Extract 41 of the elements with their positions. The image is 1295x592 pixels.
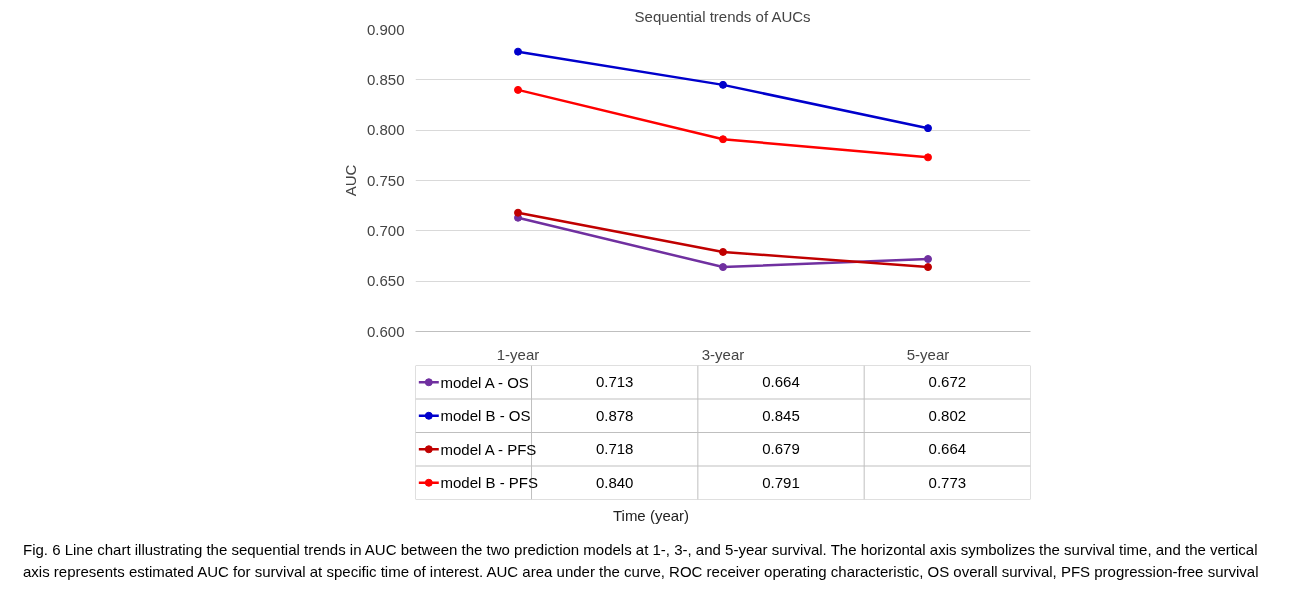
legend-label: model A - OS [440, 373, 529, 391]
data-label: 0.840 [595, 473, 634, 491]
point [719, 263, 727, 272]
point [924, 255, 932, 264]
legend-label: model A - PFS [440, 440, 537, 458]
point [924, 153, 932, 162]
data-label: 0.791 [762, 473, 800, 491]
point [719, 135, 727, 144]
x-tick-label: 5-year [906, 345, 950, 363]
data-label: 0.672 [928, 373, 967, 391]
data-label: 0.713 [595, 373, 634, 391]
data-label: 0.718 [595, 440, 634, 458]
y-tick-label: 0.750 [366, 171, 405, 189]
data-label: 0.773 [928, 473, 967, 491]
data-label: 0.664 [928, 440, 967, 458]
point [719, 80, 727, 89]
data-label: 0.845 [762, 406, 800, 424]
y-tick-label: 0.600 [366, 322, 405, 340]
x-tick-label: 3-year [701, 345, 745, 363]
x-tick-label: 1-year [496, 345, 540, 363]
point [514, 85, 522, 94]
y-tick-label: 0.850 [366, 70, 405, 88]
caption: Fig. 6 Line chart illustrating the sequential trends in AUC between the two prediction models at 1-, 3-, and 5-year survival. The horizontal axis symbolizes the survival time, and the vertical axis represents estimated AUC for survival at specific time of interest. AUC area under the curve, ROC receiver operating characteristic, OS overall survival, PFS progression-free survival [23, 540, 1260, 582]
y-axis-title: AUC [341, 164, 359, 197]
chart-title: Sequential trends of AUCs [634, 7, 811, 25]
text: Time (year) [612, 506, 690, 526]
point [514, 47, 522, 56]
legend-label: model B - OS [440, 407, 531, 425]
data-label: 0.679 [762, 440, 800, 458]
data-label: 0.664 [762, 373, 800, 391]
point [719, 247, 727, 256]
y-tick-label: 0.700 [366, 221, 405, 239]
point [514, 208, 522, 217]
point [924, 263, 932, 272]
y-tick-label: 0.800 [366, 121, 405, 139]
data-label: 0.878 [595, 406, 634, 424]
point [924, 124, 932, 133]
y-tick-label: 0.650 [366, 272, 405, 290]
y-tick-label: 0.900 [366, 20, 405, 38]
legend-label: model B - PFS [440, 474, 538, 492]
data-label: 0.802 [928, 406, 967, 424]
